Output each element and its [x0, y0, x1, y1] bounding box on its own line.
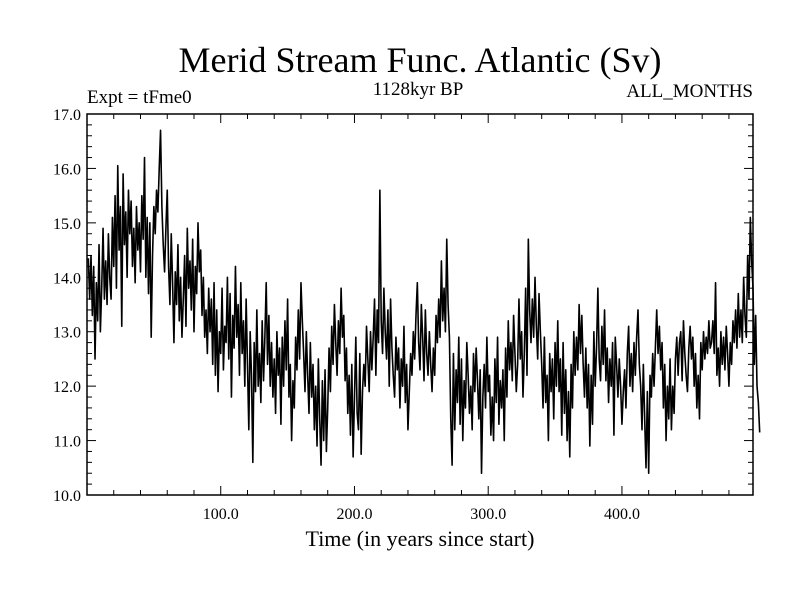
x-tick-label: 300.0	[470, 506, 506, 523]
chart-title: Merid Stream Func. Atlantic (Sv)	[179, 40, 662, 80]
y-tick-label: 15.0	[53, 216, 81, 233]
chart-subtitle: 1128kyr BP	[373, 79, 464, 100]
y-tick-label: 12.0	[53, 379, 81, 396]
x-tick-label: 400.0	[604, 506, 640, 523]
y-tick-label: 11.0	[54, 434, 81, 451]
y-tick-label: 14.0	[53, 270, 81, 287]
y-tick-label: 13.0	[53, 325, 81, 342]
series-line	[87, 129, 761, 475]
x-axis-label: Time (in years since start)	[306, 526, 535, 551]
x-tick-label: 200.0	[336, 506, 372, 523]
left-label: Expt = tFme0	[87, 87, 192, 108]
right-label: ALL_MONTHS	[626, 81, 753, 102]
y-tick-label: 17.0	[53, 107, 81, 124]
x-axis: 100.0 200.0 300.0 400.0	[113, 114, 730, 523]
y-tick-label: 16.0	[53, 161, 81, 178]
y-tick-label: 10.0	[53, 488, 81, 505]
x-tick-label: 100.0	[203, 506, 239, 523]
series-group	[87, 129, 761, 475]
